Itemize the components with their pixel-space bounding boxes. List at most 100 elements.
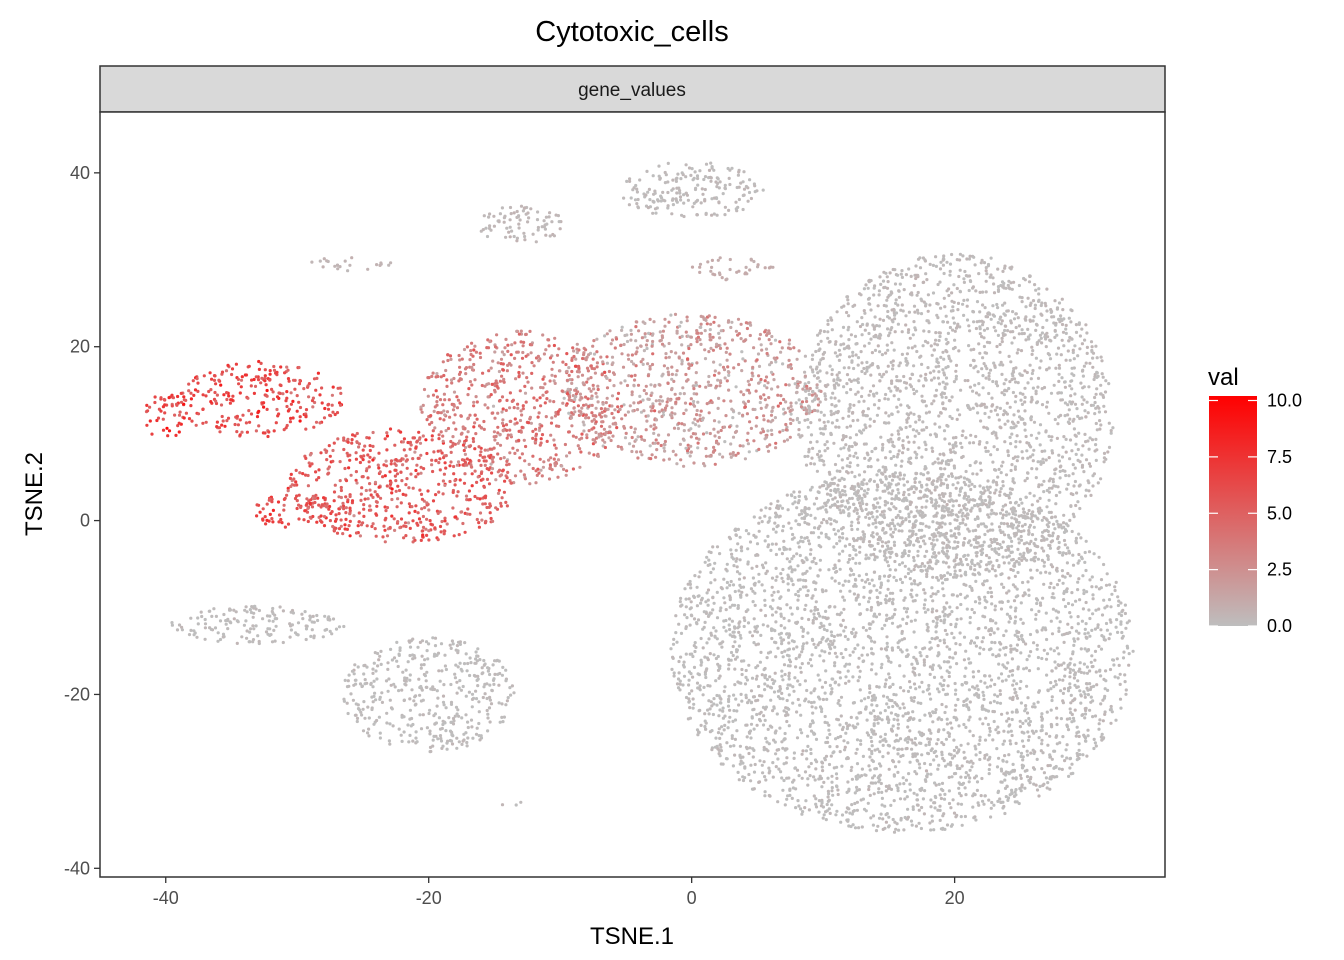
data-point — [940, 741, 944, 745]
data-point — [1087, 550, 1092, 554]
data-point — [1002, 382, 1006, 386]
data-point — [807, 392, 811, 396]
data-point — [985, 367, 989, 371]
data-point — [910, 662, 914, 666]
data-point — [244, 619, 248, 623]
data-point — [408, 673, 412, 677]
data-point — [923, 610, 928, 614]
data-point — [369, 681, 373, 686]
data-point — [308, 464, 312, 468]
data-point — [988, 684, 993, 688]
data-point — [897, 828, 901, 832]
data-point — [547, 215, 551, 219]
data-point — [896, 322, 901, 326]
data-point — [402, 730, 406, 734]
data-point — [762, 414, 766, 418]
data-point — [773, 671, 777, 675]
data-point — [1004, 378, 1008, 382]
data-point — [975, 684, 979, 688]
data-point — [871, 823, 876, 827]
data-point — [1047, 521, 1051, 525]
data-point — [433, 636, 438, 640]
data-point — [847, 723, 852, 727]
data-point — [667, 341, 671, 346]
data-point — [380, 691, 384, 695]
data-point — [636, 435, 640, 439]
data-point — [716, 406, 720, 410]
data-point — [876, 501, 880, 505]
data-point — [1030, 345, 1034, 349]
data-point — [974, 289, 978, 293]
data-point — [906, 447, 910, 451]
data-point — [723, 183, 727, 187]
data-point — [485, 708, 489, 713]
data-point — [953, 338, 957, 342]
data-point — [424, 685, 428, 689]
data-point — [493, 388, 497, 392]
data-point — [824, 397, 828, 401]
data-point — [944, 376, 949, 380]
data-point — [981, 690, 985, 694]
data-point — [1037, 794, 1041, 798]
data-point — [1096, 623, 1100, 627]
data-point — [950, 474, 955, 478]
data-point — [303, 610, 307, 614]
data-point — [1040, 301, 1044, 305]
data-point — [383, 540, 387, 544]
data-point — [289, 472, 293, 476]
data-point — [1005, 719, 1009, 723]
data-point — [592, 418, 596, 422]
data-point — [1055, 306, 1060, 310]
data-point — [940, 718, 944, 722]
data-point — [974, 538, 978, 542]
data-point — [491, 359, 495, 363]
data-point — [675, 176, 679, 180]
data-point — [1071, 771, 1075, 776]
data-point — [650, 333, 655, 337]
data-point — [840, 489, 845, 493]
data-point — [692, 594, 696, 598]
data-point — [854, 598, 858, 602]
data-point — [368, 504, 372, 508]
data-point — [987, 798, 991, 802]
data-point — [330, 403, 334, 407]
data-point — [928, 672, 932, 677]
data-point — [971, 675, 976, 679]
data-point — [749, 587, 754, 591]
data-point — [383, 474, 387, 478]
data-point — [812, 775, 816, 779]
data-point — [1009, 522, 1014, 526]
data-point — [952, 283, 956, 287]
data-point — [244, 605, 248, 609]
data-point — [947, 789, 952, 793]
data-point — [481, 502, 485, 506]
data-point — [695, 361, 699, 365]
plot-panel — [100, 112, 1165, 877]
data-point — [1010, 788, 1014, 792]
data-point — [818, 369, 822, 373]
data-point — [432, 734, 436, 739]
data-point — [257, 424, 261, 428]
data-point — [505, 398, 509, 402]
data-point — [1067, 774, 1071, 779]
data-point — [787, 677, 791, 681]
data-point — [862, 309, 866, 313]
data-point — [1001, 303, 1005, 307]
data-point — [990, 540, 994, 545]
data-point — [653, 409, 657, 413]
data-point — [1029, 576, 1033, 580]
data-point — [955, 617, 959, 622]
data-point — [265, 407, 269, 411]
data-point — [952, 321, 957, 325]
data-point — [895, 455, 899, 459]
data-point — [890, 440, 895, 444]
data-point — [415, 521, 419, 526]
data-point — [599, 424, 604, 428]
data-point — [925, 483, 929, 487]
data-point — [441, 403, 445, 407]
data-point — [737, 703, 741, 707]
data-point — [863, 311, 867, 315]
data-point — [765, 677, 770, 682]
data-point — [870, 651, 874, 655]
data-point — [424, 679, 428, 683]
